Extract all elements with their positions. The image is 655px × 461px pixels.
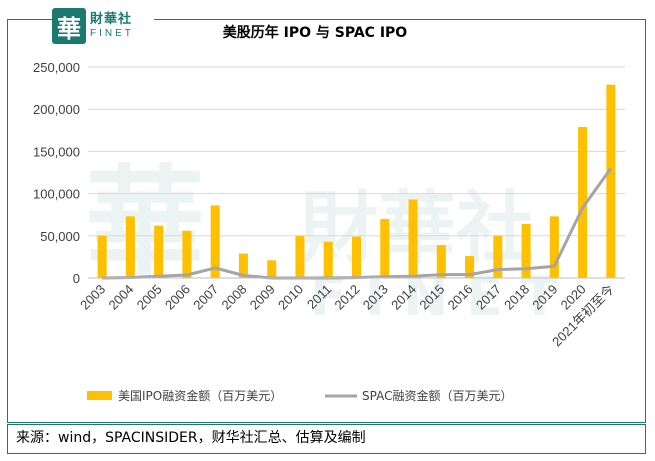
ipo-bar <box>606 84 616 278</box>
x-tick-label: 2008 <box>219 282 250 313</box>
ipo-bars <box>97 84 616 278</box>
y-tick-label: 0 <box>73 271 80 286</box>
x-tick-label: 2010 <box>275 282 306 313</box>
ipo-bar <box>182 230 192 278</box>
ipo-bar <box>125 216 135 278</box>
ipo-bar <box>521 223 531 278</box>
ipo-bar <box>436 245 446 278</box>
y-tick-label: 200,000 <box>33 102 80 117</box>
ipo-bar <box>295 235 305 278</box>
logo-en: FINET <box>90 27 134 39</box>
chart-frame <box>7 19 646 423</box>
chart-title: 美股历年 IPO 与 SPAC IPO <box>222 25 408 41</box>
ipo-bar <box>351 236 362 278</box>
logo-cn: 財華社 <box>90 12 133 28</box>
ipo-bar <box>97 235 107 278</box>
finet-logo: 華 財華社 FINET <box>52 6 154 46</box>
y-tick-label: 250,000 <box>33 60 80 75</box>
ipo-bar <box>493 235 503 278</box>
ipo-bar <box>380 218 390 278</box>
y-axis: 0 50,000 100,000 150,000 200,000 250,000 <box>33 60 80 286</box>
legend-swatch-ipo <box>87 391 112 400</box>
logo-text: 財華社 FINET <box>90 12 134 39</box>
legend-label-ipo: 美国IPO融资金额（百万美元） <box>118 388 282 403</box>
legend: 美国IPO融资金额（百万美元） SPAC融资金额（百万美元） <box>87 388 512 403</box>
ipo-bar <box>578 126 588 278</box>
ipo-bar <box>465 256 475 278</box>
ipo-bar <box>323 241 333 278</box>
ipo-bar <box>408 199 418 278</box>
ipo-bar <box>154 225 164 278</box>
ipo-bar <box>549 216 559 278</box>
ipo-bar <box>267 260 277 278</box>
ipo-bar <box>238 253 248 278</box>
legend-label-spac: SPAC融资金额（百万美元） <box>362 388 512 403</box>
logo-mark: 華 <box>52 8 86 44</box>
source-note: 来源：wind，SPACINSIDER，财华社汇总、估算及编制 <box>7 424 646 454</box>
x-tick-label: 2009 <box>247 282 278 313</box>
y-tick-label: 50,000 <box>40 229 80 244</box>
y-tick-label: 150,000 <box>33 144 80 159</box>
ipo-bar <box>210 205 220 278</box>
y-tick-label: 100,000 <box>33 187 80 202</box>
